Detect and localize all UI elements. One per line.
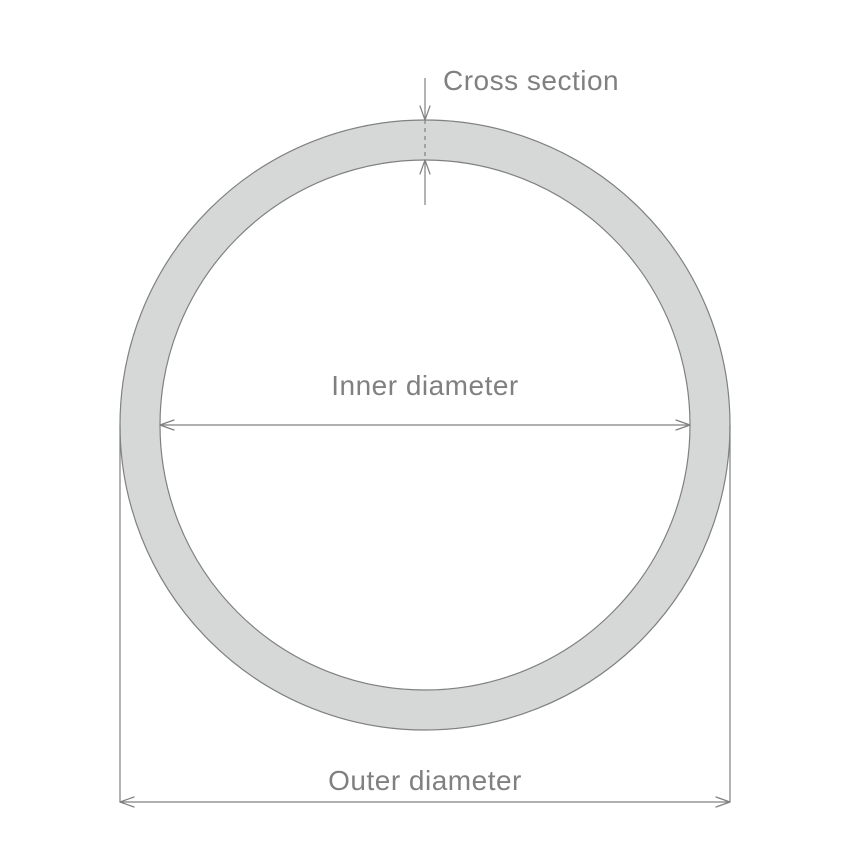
outer-diameter-dimension — [120, 797, 730, 807]
cross-section-label: Cross section — [443, 65, 619, 96]
inner-diameter-label: Inner diameter — [331, 370, 519, 401]
ring-diagram: Outer diameter Inner diameter Cross sectio… — [0, 0, 850, 850]
inner-diameter-dimension — [160, 420, 690, 430]
outer-diameter-label: Outer diameter — [328, 765, 522, 796]
